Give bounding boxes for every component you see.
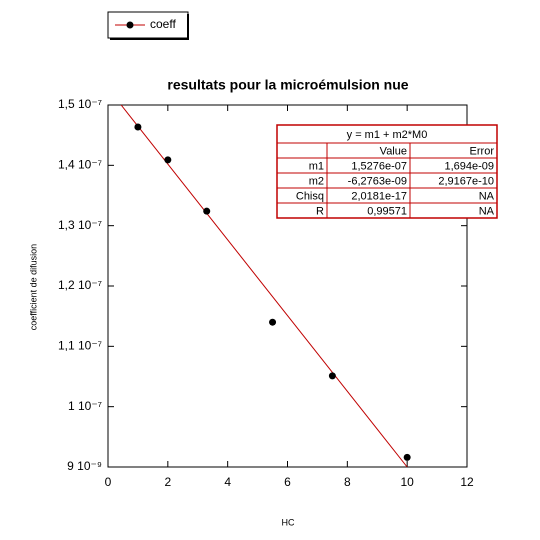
y-tick-label: 1,2 10⁻⁷ <box>58 278 102 292</box>
table-cell: 0,99571 <box>367 205 407 217</box>
y-tick-label: 1,1 10⁻⁷ <box>58 339 102 353</box>
x-tick-label: 8 <box>344 475 351 489</box>
table-cell: R <box>316 205 324 217</box>
point <box>203 207 211 215</box>
x-tick-label: 12 <box>460 475 474 489</box>
chart-title: resultats pour la microémulsion nue <box>167 77 408 93</box>
y-tick-label: 1,3 10⁻⁷ <box>58 218 102 232</box>
x-tick-label: 4 <box>224 475 231 489</box>
table-cell: NA <box>479 205 495 217</box>
fit-line <box>120 104 408 468</box>
table-cell: Chisq <box>296 190 324 202</box>
table-cell: NA <box>479 190 495 202</box>
table-cell: Value <box>380 145 407 157</box>
y-tick-label: 1 10⁻⁷ <box>68 399 102 413</box>
table-cell: 1,5276e-07 <box>351 160 407 172</box>
table-cell: 1,694e-09 <box>444 160 494 172</box>
x-tick-label: 10 <box>400 475 414 489</box>
point <box>403 453 411 461</box>
x-tick-label: 6 <box>284 475 291 489</box>
point <box>328 372 336 380</box>
table-cell: 2,9167e-10 <box>438 175 494 187</box>
x-tick-label: 2 <box>164 475 171 489</box>
legend-marker <box>126 21 134 29</box>
y-tick-label: 9 10⁻⁹ <box>67 459 102 473</box>
fit-equation: y = m1 + m2*M0 <box>347 129 428 141</box>
y-tick-label: 1,4 10⁻⁷ <box>58 158 102 172</box>
y-tick-label: 1,5 10⁻⁷ <box>58 97 102 111</box>
x-axis-label: HC <box>282 517 295 527</box>
table-cell: m2 <box>309 175 324 187</box>
legend-label: coeff <box>150 17 176 31</box>
point <box>164 156 172 164</box>
point <box>269 318 277 326</box>
y-axis-label: coefficient de difusion <box>28 244 38 330</box>
x-tick-label: 0 <box>105 475 112 489</box>
table-cell: m1 <box>309 160 324 172</box>
point <box>134 123 142 131</box>
table-cell: 2,0181e-17 <box>351 190 407 202</box>
table-cell: Error <box>470 145 495 157</box>
table-cell: -6,2763e-09 <box>348 175 407 187</box>
